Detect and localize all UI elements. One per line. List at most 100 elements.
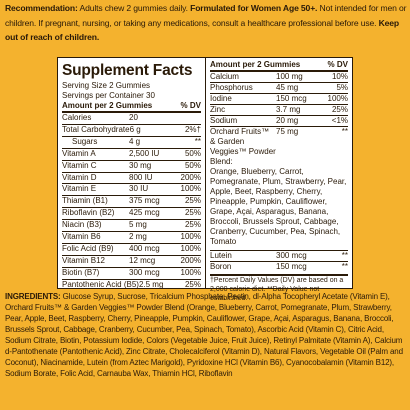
nutrient-row: Niacin (B3) 5 mg 25% bbox=[62, 219, 201, 231]
ingredients-label: INGREDIENTS: bbox=[5, 292, 61, 301]
nutrient-name: Niacin (B3) bbox=[62, 220, 102, 230]
blend-amount: 75 mg bbox=[276, 127, 299, 136]
nutrient-row: Folic Acid (B9) 400 mcg 100% bbox=[62, 242, 201, 255]
nutrient-row: Pantothenic Acid (B5) 2.5 mg 25% bbox=[62, 278, 201, 291]
nutrient-dv: 25% bbox=[331, 105, 348, 114]
blend-list: Orange, Blueberry, Carrot, Pomegranate, … bbox=[210, 167, 347, 246]
nutrient-row: Sodium 20 mg <1% bbox=[210, 115, 348, 126]
nutrient-name: Iodine bbox=[210, 94, 232, 103]
recommendation: Recommendation: Adults chew 2 gummies da… bbox=[5, 1, 407, 45]
nutrient-row: Boron 150 mcg ** bbox=[210, 261, 348, 272]
nutrient-name: Sodium bbox=[210, 116, 238, 125]
ingredients: INGREDIENTS: Glucose Syrup, Sucrose, Tri… bbox=[5, 291, 407, 379]
nutrient-amount: 3.7 mg bbox=[276, 105, 301, 114]
nutrient-amount: 30 mg bbox=[129, 160, 152, 170]
nutrient-dv: 100% bbox=[180, 184, 201, 194]
nutrient-row: Vitamin C 30 mg 50% bbox=[62, 159, 201, 172]
nutrient-row: Total Carbohydrate 6 g 2%† bbox=[62, 123, 201, 136]
table-header: Amount per 2 Gummies % DV bbox=[210, 60, 348, 70]
nutrient-dv: 200% bbox=[180, 255, 201, 265]
nutrient-amount: 30 IU bbox=[129, 184, 149, 194]
nutrient-row: Vitamin E 30 IU 100% bbox=[62, 183, 201, 195]
nutrient-name: Pantothenic Acid (B5) bbox=[62, 279, 139, 289]
nutrient-dv: <1% bbox=[331, 116, 348, 125]
ingredients-text: Glucose Syrup, Sucrose, Tricalcium Phosp… bbox=[5, 292, 403, 378]
nutrient-row: Phosphorus 45 mg 5% bbox=[210, 82, 348, 93]
nutrient-dv: 25% bbox=[184, 196, 201, 206]
nutrient-dv: 25% bbox=[184, 279, 201, 289]
nutrient-dv: 200% bbox=[180, 172, 201, 182]
nutrient-amount: 800 IU bbox=[129, 172, 153, 182]
recommendation-text: Not intended for men or children. If pre… bbox=[5, 3, 407, 28]
nutrient-amount: 6 g bbox=[129, 124, 141, 134]
nutrient-amount: 150 mcg bbox=[276, 262, 307, 271]
nutrient-name: Vitamin C bbox=[62, 160, 97, 170]
nutrient-amount: 375 mcg bbox=[129, 196, 160, 206]
header-amount: Amount per 2 Gummies bbox=[62, 101, 153, 110]
nutrient-amount: 400 mcg bbox=[129, 243, 160, 253]
nutrient-name: Folic Acid (B9) bbox=[62, 243, 114, 253]
nutrient-dv: 50% bbox=[184, 148, 201, 158]
nutrient-amount: 300 mcg bbox=[276, 251, 307, 260]
blend-name: Orchard Fruits™ & Garden Veggies™ Powder… bbox=[210, 127, 276, 166]
nutrient-amount: 2 mg bbox=[129, 232, 147, 242]
nutrient-row: Vitamin A 2,500 IU 50% bbox=[62, 147, 201, 160]
servings: Servings per Container 30 bbox=[62, 91, 155, 100]
recommendation-text: Keep out of reach of children. bbox=[5, 17, 400, 43]
recommendation-text: Recommendation: bbox=[5, 3, 78, 13]
nutrient-row: Vitamin B12 12 mcg 200% bbox=[62, 254, 201, 267]
nutrient-row: Iodine 150 mcg 100% bbox=[210, 93, 348, 104]
nutrient-name: Boron bbox=[210, 262, 232, 271]
table-header: Amount per 2 Gummies % DV bbox=[62, 101, 201, 111]
nutrient-amount: 20 bbox=[129, 113, 138, 122]
nutrient-name: Vitamin D bbox=[62, 172, 97, 182]
nutrient-row: Riboflavin (B2) 425 mcg 25% bbox=[62, 207, 201, 219]
nutrient-dv: 100% bbox=[327, 94, 348, 103]
footnote: †Percent Daily Values (DV) are based on … bbox=[210, 274, 348, 303]
nutrient-name: Vitamin A bbox=[62, 148, 96, 158]
nutrient-dv: 10% bbox=[331, 72, 348, 81]
left-column: Supplement Facts Serving Size 2 Gummies … bbox=[58, 58, 206, 291]
right-column: Amount per 2 Gummies % DV Calcium 100 mg 10%… bbox=[206, 58, 352, 302]
nutrient-row: Zinc 3.7 mg 25% bbox=[210, 104, 348, 115]
nutrient-row: Vitamin B6 2 mg 100% bbox=[62, 231, 201, 243]
supplement-facts: Supplement Facts Serving Size 2 Gummies … bbox=[57, 57, 353, 302]
nutrient-row: Lutein 300 mcg ** bbox=[210, 250, 348, 261]
nutrient-name: Calories bbox=[62, 113, 92, 122]
nutrient-amount: 45 mg bbox=[276, 83, 299, 92]
serving-size: Serving Size 2 Gummies bbox=[62, 81, 151, 90]
nutrient-name: Lutein bbox=[210, 251, 232, 260]
nutrient-dv bbox=[175, 113, 201, 124]
nutrient-row: Thiamin (B1) 375 mcg 25% bbox=[62, 195, 201, 207]
nutrient-amount: 12 mcg bbox=[129, 255, 156, 265]
nutrient-name: Riboflavin (B2) bbox=[62, 208, 115, 218]
header-dv: % DV bbox=[327, 60, 348, 69]
nutrient-name: Vitamin B12 bbox=[62, 255, 105, 265]
nutrient-dv: 25% bbox=[184, 208, 201, 218]
nutrient-name: Vitamin B6 bbox=[62, 232, 101, 242]
nutrient-row: Calcium 100 mg 10% bbox=[210, 70, 348, 82]
nutrient-dv: 50% bbox=[184, 160, 201, 170]
nutrient-dv: 100% bbox=[180, 232, 201, 242]
header-dv: % DV bbox=[180, 101, 201, 110]
nutrient-name: Phosphorus bbox=[210, 83, 253, 92]
nutrient-amount: 4 g bbox=[129, 136, 141, 146]
nutrient-name: Thiamin (B1) bbox=[62, 196, 108, 206]
nutrient-amount: 150 mcg bbox=[276, 94, 307, 103]
nutrient-dv: 2%† bbox=[184, 124, 201, 134]
nutrient-name: Biotin (B7) bbox=[62, 267, 100, 277]
nutrient-row: Calories 20 bbox=[62, 111, 201, 124]
facts-title: Supplement Facts bbox=[62, 62, 193, 79]
nutrient-dv: ** bbox=[341, 251, 348, 260]
nutrient-dv: 25% bbox=[184, 220, 201, 230]
nutrient-row: Sugars 4 g ** bbox=[62, 135, 201, 148]
nutrient-name: Vitamin E bbox=[62, 184, 97, 194]
nutrient-name: Total Carbohydrate bbox=[62, 124, 130, 134]
nutrient-row: Biotin (B7) 300 mcg 100% bbox=[62, 266, 201, 279]
nutrient-row: Vitamin D 800 IU 200% bbox=[62, 171, 201, 184]
nutrient-amount: 2,500 IU bbox=[129, 148, 160, 158]
nutrient-name: Zinc bbox=[210, 105, 226, 114]
nutrient-amount: 425 mcg bbox=[129, 208, 160, 218]
blend-dv: ** bbox=[341, 127, 348, 136]
